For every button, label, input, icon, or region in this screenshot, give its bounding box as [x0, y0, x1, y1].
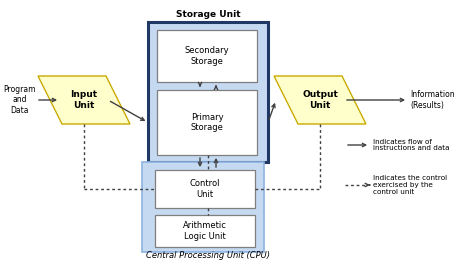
- Text: Arithmetic
Logic Unit: Arithmetic Logic Unit: [183, 221, 227, 241]
- Bar: [142, 162, 264, 252]
- Bar: [148, 22, 268, 162]
- Bar: [155, 170, 255, 208]
- Text: Input
Unit: Input Unit: [71, 90, 98, 110]
- Text: Program
and
Data: Program and Data: [4, 85, 36, 115]
- Text: Primary
Storage: Primary Storage: [191, 113, 223, 132]
- Text: Indicates flow of
instructions and data: Indicates flow of instructions and data: [373, 139, 449, 151]
- Polygon shape: [38, 76, 130, 124]
- Text: Indicates the control
exercised by the
control unit: Indicates the control exercised by the c…: [373, 175, 447, 195]
- Text: Control
Unit: Control Unit: [190, 179, 220, 199]
- Bar: [155, 215, 255, 247]
- Text: Output
Unit: Output Unit: [302, 90, 338, 110]
- Text: Secondary
Storage: Secondary Storage: [185, 46, 229, 66]
- Bar: [157, 90, 257, 155]
- Text: Information
(Results): Information (Results): [410, 90, 455, 110]
- Polygon shape: [274, 76, 366, 124]
- Bar: [157, 30, 257, 82]
- Text: Storage Unit: Storage Unit: [176, 10, 240, 19]
- Text: Central Processing Unit (CPU): Central Processing Unit (CPU): [146, 251, 270, 260]
